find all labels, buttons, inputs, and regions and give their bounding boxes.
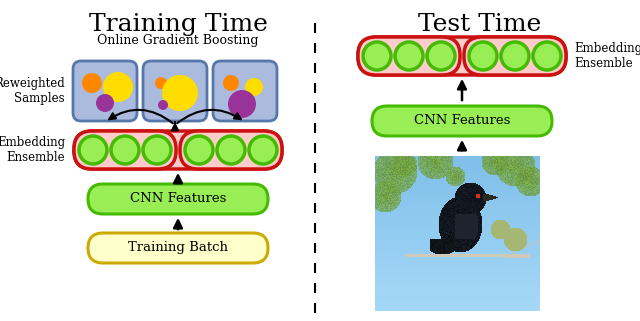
Circle shape: [395, 42, 423, 70]
Text: Training Time: Training Time: [88, 13, 268, 36]
Circle shape: [158, 100, 168, 110]
Circle shape: [79, 136, 107, 164]
FancyBboxPatch shape: [358, 37, 460, 75]
Circle shape: [82, 73, 102, 93]
FancyBboxPatch shape: [88, 233, 268, 263]
Circle shape: [103, 72, 133, 102]
Text: Embedding
Ensemble: Embedding Ensemble: [0, 136, 65, 164]
FancyBboxPatch shape: [464, 37, 566, 75]
FancyBboxPatch shape: [358, 37, 566, 75]
Text: CNN Features: CNN Features: [414, 115, 510, 127]
FancyBboxPatch shape: [74, 131, 176, 169]
FancyBboxPatch shape: [213, 61, 277, 121]
Circle shape: [223, 75, 239, 91]
Circle shape: [427, 42, 455, 70]
Circle shape: [249, 136, 277, 164]
FancyBboxPatch shape: [143, 61, 207, 121]
Circle shape: [96, 94, 114, 112]
FancyBboxPatch shape: [74, 131, 282, 169]
Circle shape: [185, 136, 213, 164]
Circle shape: [143, 136, 171, 164]
FancyBboxPatch shape: [180, 131, 282, 169]
Circle shape: [245, 78, 263, 96]
Circle shape: [217, 136, 245, 164]
Circle shape: [363, 42, 391, 70]
Text: Reweighted
Samples: Reweighted Samples: [0, 77, 65, 105]
Circle shape: [162, 75, 198, 111]
Text: Test Time: Test Time: [419, 13, 541, 36]
Text: CNN Features: CNN Features: [130, 193, 226, 205]
Text: Training Batch: Training Batch: [128, 241, 228, 255]
Circle shape: [501, 42, 529, 70]
Circle shape: [533, 42, 561, 70]
Circle shape: [469, 42, 497, 70]
FancyBboxPatch shape: [73, 61, 137, 121]
FancyBboxPatch shape: [372, 106, 552, 136]
Text: Online Gradient Boosting: Online Gradient Boosting: [97, 34, 259, 47]
FancyBboxPatch shape: [88, 184, 268, 214]
Text: Embedding
Ensemble: Embedding Ensemble: [574, 42, 640, 70]
Circle shape: [111, 136, 139, 164]
Circle shape: [155, 77, 167, 89]
Circle shape: [228, 90, 256, 118]
